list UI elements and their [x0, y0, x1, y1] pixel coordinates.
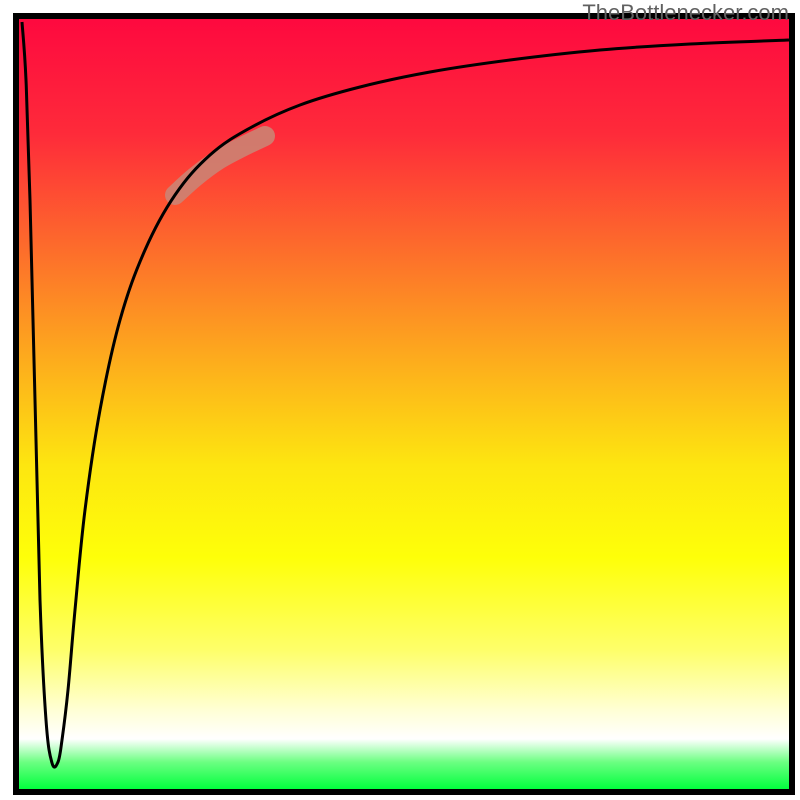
- bottleneck-chart: TheBottlenecker.com: [0, 0, 800, 800]
- watermark-text: TheBottlenecker.com: [582, 0, 789, 26]
- chart-svg: [0, 0, 800, 800]
- plot-background-gradient: [19, 19, 789, 789]
